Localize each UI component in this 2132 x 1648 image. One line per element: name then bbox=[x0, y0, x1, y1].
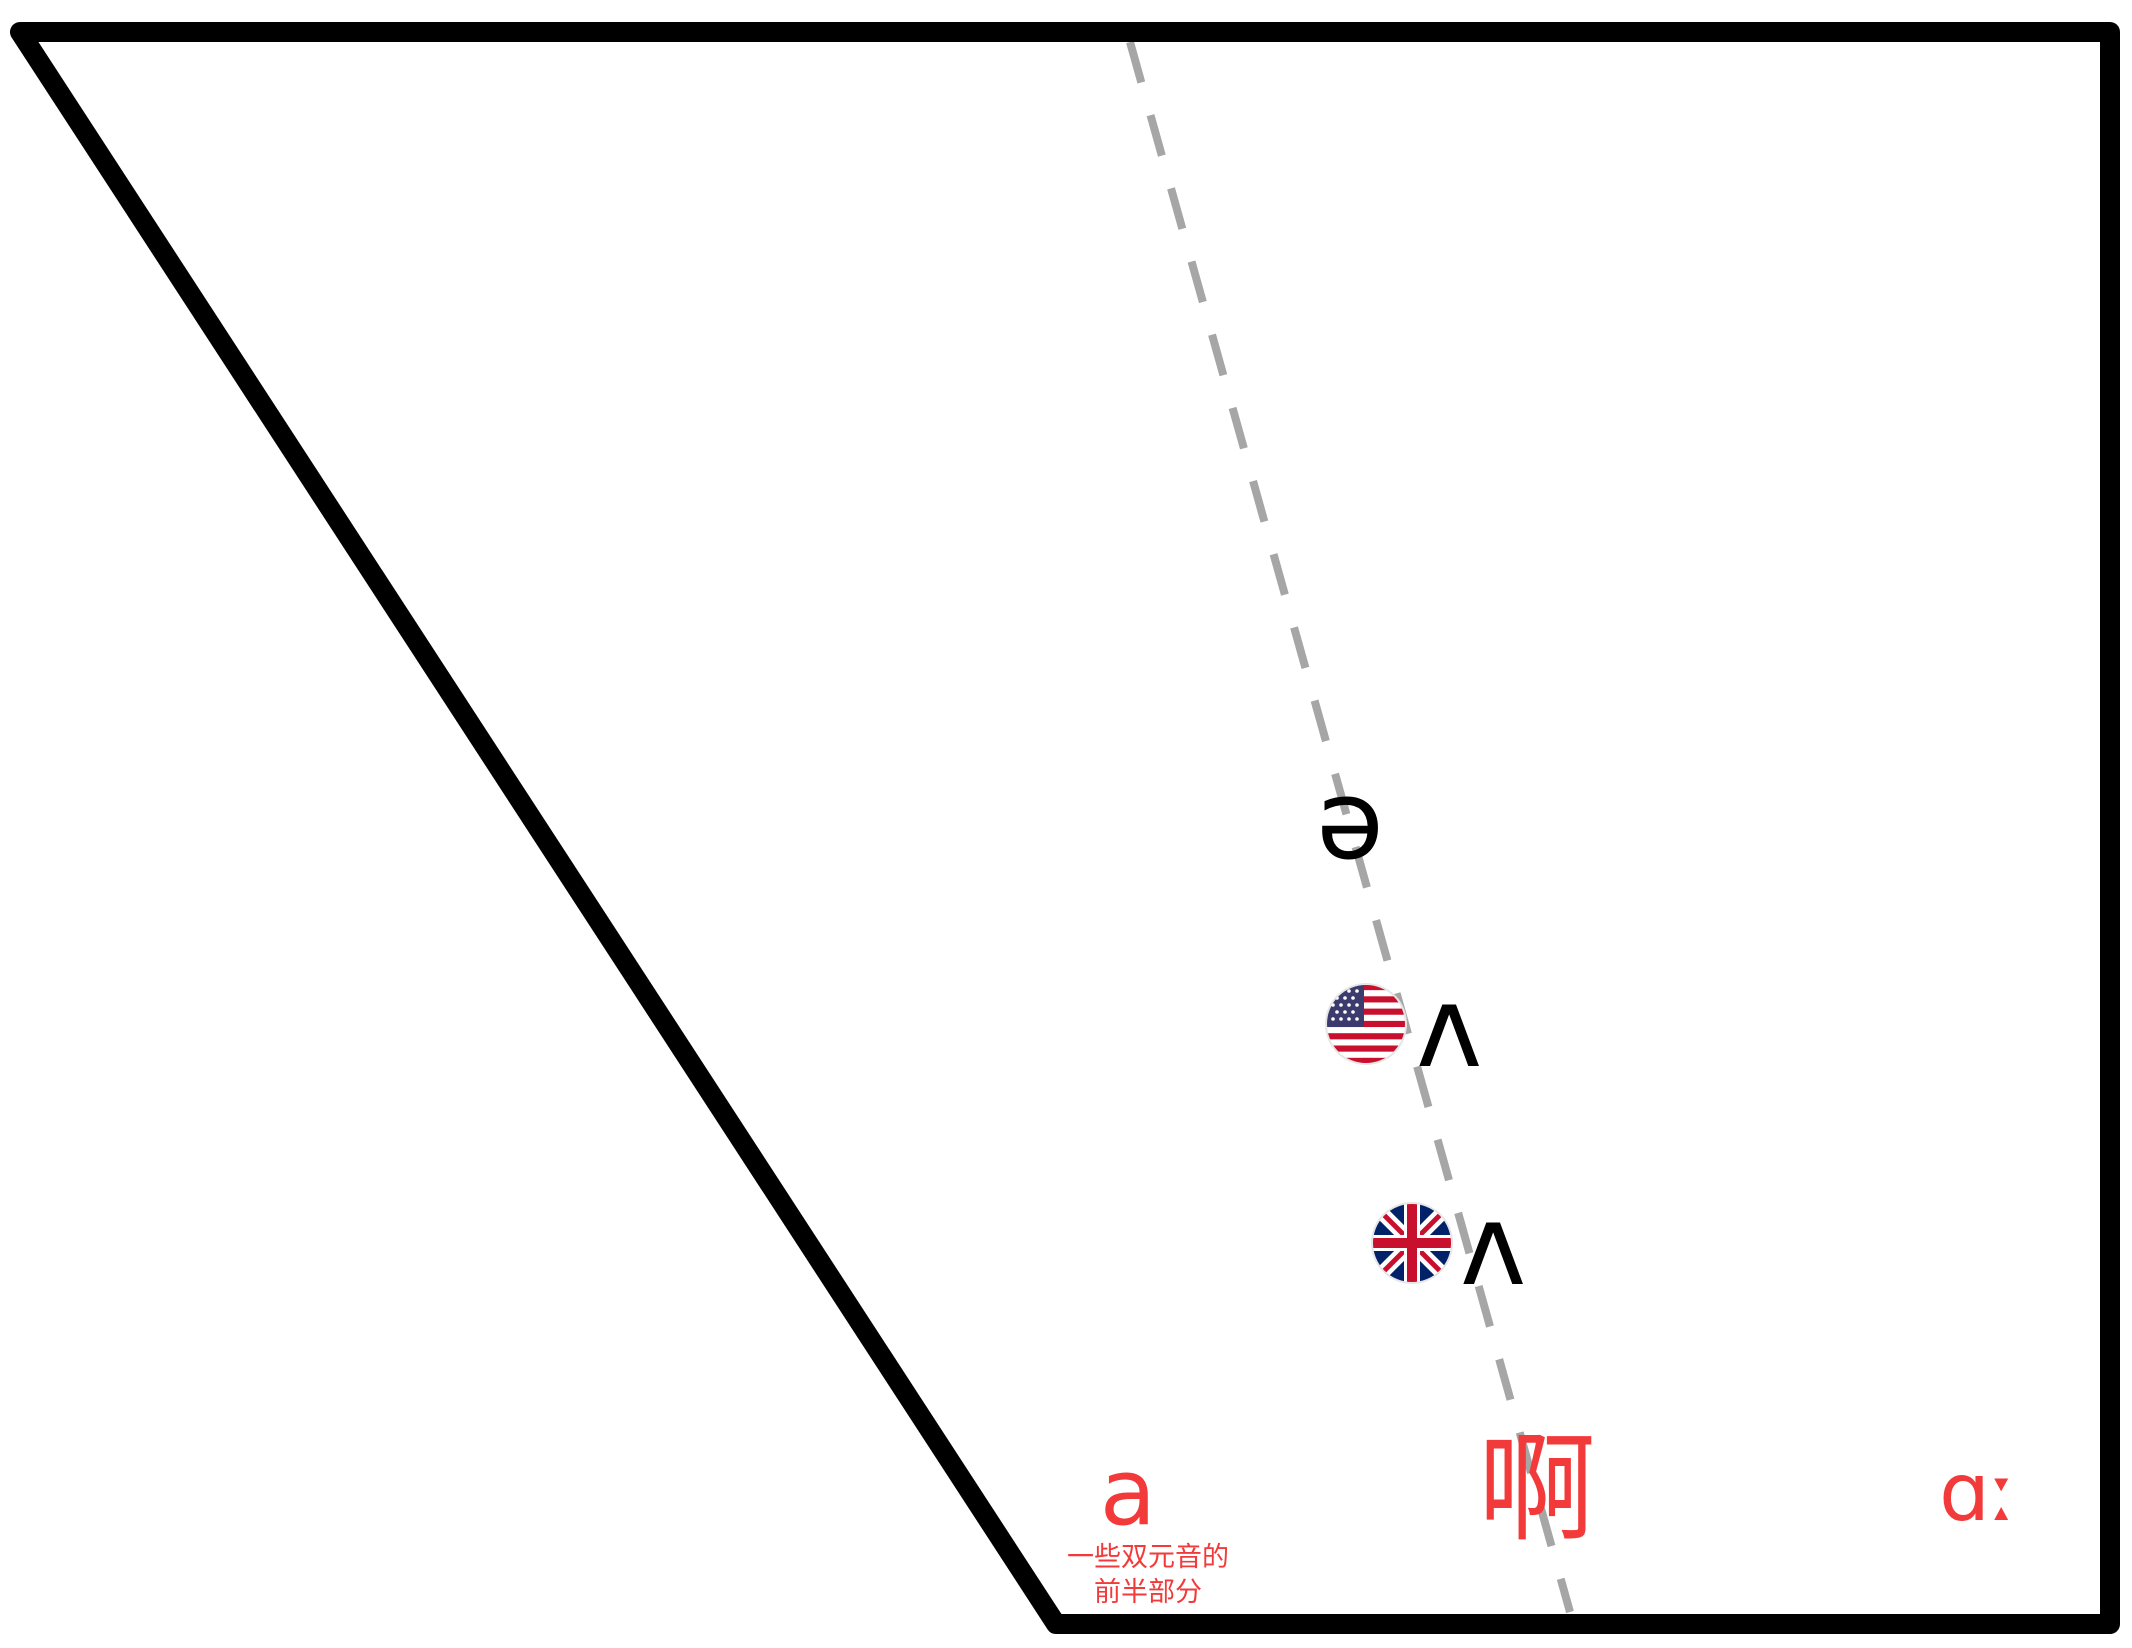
uk-flag-icon bbox=[1372, 1203, 1452, 1283]
schwa-symbol: ə bbox=[1316, 756, 1384, 884]
diphthong-note-line1: 一些双元音的 bbox=[1067, 1542, 1229, 1573]
diphthong-note-line2: 前半部分 bbox=[1094, 1577, 1202, 1608]
back-a-long-symbol: ɑː bbox=[1939, 1446, 2017, 1539]
front-a-symbol: a bbox=[1100, 1439, 1156, 1546]
uk-wedge-symbol: ʌ bbox=[1460, 1181, 1526, 1311]
chinese-a-label: 啊 bbox=[1478, 1420, 1596, 1558]
vowel-trapezoid bbox=[10, 22, 2120, 1634]
us-wedge-symbol: ʌ bbox=[1416, 963, 1482, 1093]
